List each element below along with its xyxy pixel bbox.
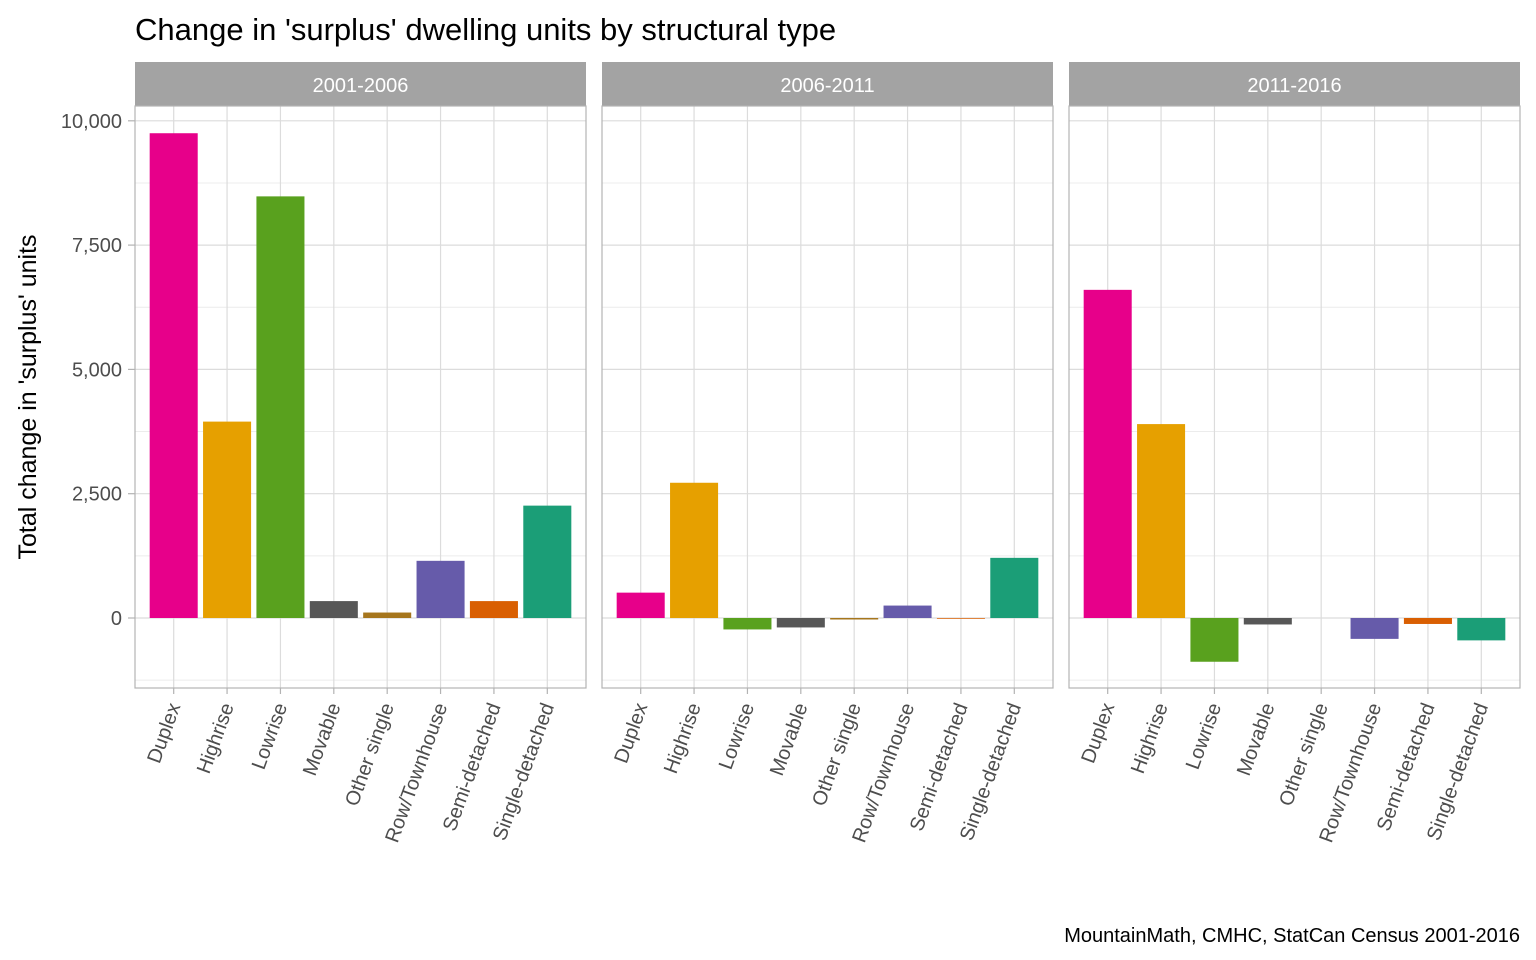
bar bbox=[1457, 618, 1506, 641]
facet-strip-label: 2011-2016 bbox=[1247, 75, 1341, 97]
x-tick-label: Highrise bbox=[660, 700, 706, 776]
bar bbox=[616, 592, 665, 618]
x-tick-label: Highrise bbox=[193, 700, 239, 776]
x-tick-label: Other single bbox=[1275, 700, 1333, 809]
bar bbox=[416, 560, 465, 618]
bar bbox=[830, 618, 879, 620]
bar bbox=[523, 505, 572, 618]
bar bbox=[883, 605, 932, 618]
x-tick-label: Semi-detached bbox=[1373, 700, 1440, 834]
bar bbox=[256, 196, 305, 619]
y-axis: 0 2,500 5,000 7,500 10,000 bbox=[61, 111, 135, 630]
panel-border bbox=[1068, 105, 1521, 689]
bar bbox=[1083, 289, 1132, 618]
bar bbox=[990, 557, 1039, 618]
x-tick-label: Other single bbox=[808, 700, 866, 809]
facet-panel: 2001-2006 Duplex Highrise Lowrise MovableOth… bbox=[134, 62, 587, 846]
x-tick-label: Duplex bbox=[610, 700, 652, 766]
y-tick-label: 2,500 bbox=[72, 484, 122, 506]
panel-border bbox=[601, 105, 1054, 689]
bar bbox=[149, 133, 198, 619]
facet-strip-label: 2006-2011 bbox=[780, 75, 874, 97]
facet-strip bbox=[135, 62, 586, 106]
facet-strip bbox=[602, 62, 1053, 106]
bar bbox=[309, 601, 358, 618]
panel-background bbox=[1069, 106, 1520, 688]
chart-caption: MountainMath, CMHC, StatCan Census 2001-… bbox=[1064, 925, 1520, 947]
x-tick-label: Semi-detached bbox=[906, 700, 973, 834]
bar bbox=[1403, 618, 1452, 624]
bar bbox=[1137, 424, 1186, 618]
x-tick-label: Highrise bbox=[1127, 700, 1173, 776]
x-tick-label: Lowrise bbox=[248, 700, 292, 772]
panel-background bbox=[602, 106, 1053, 688]
bar bbox=[670, 482, 719, 618]
y-tick-label: 10,000 bbox=[61, 111, 122, 133]
bar bbox=[469, 601, 518, 618]
bar bbox=[1190, 618, 1239, 662]
bar bbox=[723, 618, 772, 630]
bar bbox=[1350, 618, 1399, 639]
x-tick-label: Movable bbox=[1233, 700, 1280, 779]
panel-border bbox=[134, 105, 587, 689]
x-tick-label: Lowrise bbox=[715, 700, 759, 772]
y-axis-title: Total change in 'surplus' units bbox=[14, 234, 42, 559]
x-tick-label: Duplex bbox=[1077, 700, 1119, 766]
x-tick-label: Semi-detached bbox=[439, 700, 506, 834]
y-tick-label: 5,000 bbox=[72, 359, 122, 381]
x-tick-label: Movable bbox=[299, 700, 346, 779]
y-tick-label: 0 bbox=[111, 608, 122, 630]
facet-panel: 2011-2016 Duplex Highrise Lowrise MovableOth… bbox=[1068, 62, 1521, 846]
bar bbox=[203, 421, 252, 618]
panel-background bbox=[135, 106, 586, 688]
facet-panel: 2006-2011 Duplex Highrise Lowrise MovableOth… bbox=[601, 62, 1054, 846]
y-tick-label: 7,500 bbox=[72, 235, 122, 257]
bar bbox=[936, 618, 985, 619]
facet-strip-label: 2001-2006 bbox=[313, 75, 409, 97]
facet-strip bbox=[1069, 62, 1520, 106]
bar bbox=[776, 618, 825, 628]
bar bbox=[363, 612, 412, 618]
x-tick-label: Other single bbox=[341, 700, 399, 809]
chart-title: Change in 'surplus' dwelling units by st… bbox=[135, 12, 836, 47]
x-tick-label: Movable bbox=[766, 700, 813, 779]
bar bbox=[1243, 618, 1292, 625]
x-tick-label: Duplex bbox=[143, 700, 185, 766]
x-tick-label: Lowrise bbox=[1182, 700, 1226, 772]
